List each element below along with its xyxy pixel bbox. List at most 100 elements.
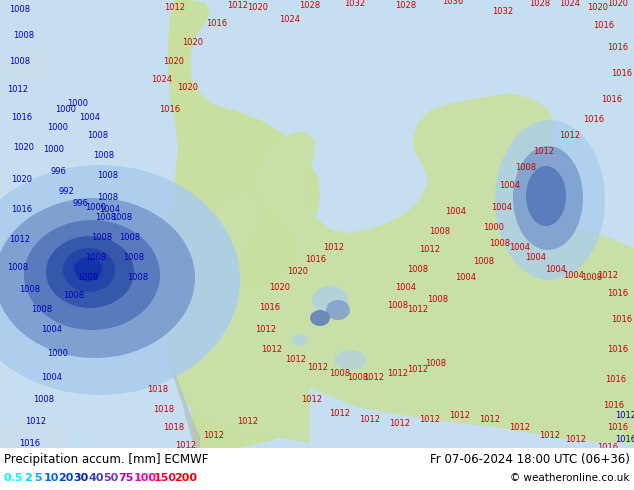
Text: 1012: 1012 — [307, 364, 328, 372]
Text: 1008: 1008 — [124, 253, 145, 263]
Text: 1012: 1012 — [616, 412, 634, 420]
Text: 1012: 1012 — [204, 432, 224, 441]
Text: 2: 2 — [25, 473, 32, 483]
Text: 1008: 1008 — [330, 369, 351, 378]
Text: 1012: 1012 — [450, 412, 470, 420]
Text: 1012: 1012 — [323, 244, 344, 252]
Text: 200: 200 — [174, 473, 198, 483]
Text: 0.5: 0.5 — [4, 473, 23, 483]
Text: 1000: 1000 — [48, 123, 68, 132]
Text: 996: 996 — [50, 168, 66, 176]
Text: 1012: 1012 — [533, 147, 555, 156]
Text: 1004: 1004 — [79, 114, 101, 122]
Text: 1012: 1012 — [597, 271, 619, 280]
Text: 1000: 1000 — [56, 105, 77, 115]
Text: 1008: 1008 — [347, 373, 368, 383]
Text: 1016: 1016 — [616, 436, 634, 444]
Text: 1008: 1008 — [32, 305, 53, 315]
Polygon shape — [167, 358, 200, 448]
Text: 1020: 1020 — [269, 284, 290, 293]
Text: 100: 100 — [134, 473, 157, 483]
Text: 1004: 1004 — [396, 284, 417, 293]
Text: 1008: 1008 — [425, 360, 446, 368]
Text: 1008: 1008 — [93, 151, 115, 161]
Text: 1012: 1012 — [420, 245, 441, 254]
Text: 1016: 1016 — [607, 423, 628, 433]
Text: 1012: 1012 — [540, 432, 560, 441]
Text: 1008: 1008 — [98, 194, 119, 202]
Text: 1020: 1020 — [607, 0, 628, 8]
Ellipse shape — [0, 48, 58, 84]
Text: 1016: 1016 — [597, 443, 619, 452]
Text: 1024: 1024 — [280, 16, 301, 24]
Text: © weatheronline.co.uk: © weatheronline.co.uk — [510, 473, 630, 483]
Text: 1020: 1020 — [602, 456, 623, 465]
Text: 1016: 1016 — [607, 345, 628, 354]
Text: 1008: 1008 — [98, 172, 119, 180]
Text: 1020: 1020 — [11, 175, 32, 185]
Text: 1012: 1012 — [176, 441, 197, 450]
Text: 1016: 1016 — [611, 70, 633, 78]
Text: 1016: 1016 — [607, 44, 628, 52]
Ellipse shape — [513, 146, 583, 250]
Text: 1012: 1012 — [408, 366, 429, 374]
Text: 1016: 1016 — [11, 205, 32, 215]
Text: 1016: 1016 — [602, 96, 623, 104]
Text: 1012: 1012 — [359, 416, 380, 424]
Text: 1012: 1012 — [363, 373, 384, 383]
Text: 1004: 1004 — [545, 266, 567, 274]
Text: 992: 992 — [58, 188, 74, 196]
Text: 1016: 1016 — [20, 440, 41, 448]
Text: 20: 20 — [58, 473, 74, 483]
Text: 1000: 1000 — [44, 146, 65, 154]
Ellipse shape — [495, 120, 605, 280]
Ellipse shape — [46, 236, 134, 308]
Text: 1008: 1008 — [474, 258, 495, 267]
Text: 1016: 1016 — [611, 316, 633, 324]
Text: 1024: 1024 — [559, 0, 581, 8]
Ellipse shape — [63, 248, 115, 292]
Text: 1008: 1008 — [87, 131, 108, 141]
Text: 1020: 1020 — [178, 83, 198, 93]
Text: 1016: 1016 — [11, 114, 32, 122]
Text: 1012: 1012 — [256, 325, 276, 335]
Text: 1004: 1004 — [41, 373, 63, 383]
Text: 1012: 1012 — [238, 417, 259, 426]
Text: 1012: 1012 — [164, 3, 186, 13]
Text: 1012: 1012 — [479, 416, 500, 424]
Text: 1008: 1008 — [77, 273, 98, 283]
Ellipse shape — [326, 300, 350, 320]
Ellipse shape — [312, 286, 348, 314]
Text: 1028: 1028 — [529, 0, 550, 8]
Text: 1008: 1008 — [13, 31, 35, 41]
Text: 1020: 1020 — [164, 57, 184, 67]
Text: 1012: 1012 — [10, 236, 30, 245]
Ellipse shape — [526, 166, 566, 226]
Text: 150: 150 — [154, 473, 177, 483]
Text: 1004: 1004 — [491, 203, 512, 213]
Text: 1012: 1012 — [228, 1, 249, 10]
Text: 1008: 1008 — [8, 264, 29, 272]
Text: 40: 40 — [89, 473, 104, 483]
Text: 1000: 1000 — [86, 203, 107, 213]
Text: 1012: 1012 — [566, 436, 586, 444]
Text: 1004: 1004 — [564, 271, 585, 280]
Text: 1028: 1028 — [396, 1, 417, 10]
Text: 996: 996 — [72, 199, 88, 209]
Ellipse shape — [0, 165, 240, 395]
Text: 1008: 1008 — [91, 234, 113, 243]
Text: 1020: 1020 — [105, 456, 127, 465]
Text: 1004: 1004 — [446, 207, 467, 217]
Text: 1012: 1012 — [389, 419, 410, 428]
Text: 1000: 1000 — [48, 349, 68, 359]
Text: 1018: 1018 — [164, 423, 184, 433]
Text: 1020: 1020 — [247, 3, 269, 13]
Text: 1008: 1008 — [10, 5, 30, 15]
Text: 1000: 1000 — [484, 223, 505, 232]
Polygon shape — [168, 0, 320, 448]
Text: 1008: 1008 — [429, 227, 451, 237]
Text: 1012: 1012 — [261, 345, 283, 354]
Text: 1028: 1028 — [299, 1, 321, 10]
Text: 1008: 1008 — [34, 395, 55, 405]
Text: 1016: 1016 — [159, 105, 181, 115]
